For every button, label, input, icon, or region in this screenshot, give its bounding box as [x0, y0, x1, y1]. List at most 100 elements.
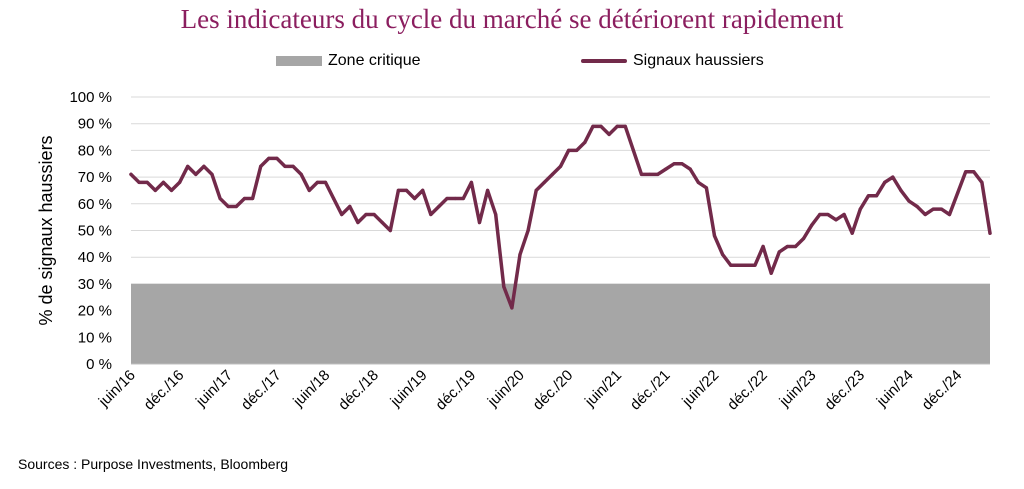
data-point: [558, 164, 563, 168]
legend-swatch-critical-zone: [276, 56, 322, 66]
x-tick-label: déc./24: [919, 367, 966, 414]
y-tick-label: 100 %: [69, 89, 112, 106]
x-tick-label: déc./17: [238, 367, 285, 414]
data-point: [153, 188, 157, 192]
legend-label-critical-zone: Zone critique: [328, 52, 421, 69]
x-tick-label: déc./22: [724, 367, 771, 414]
x-tick-label: juin/17: [192, 367, 236, 411]
data-point: [842, 212, 846, 217]
data-point: [769, 271, 773, 275]
data-point: [648, 172, 652, 176]
x-tick-label: juin/21: [581, 367, 625, 411]
data-point: [891, 175, 895, 179]
data-point: [396, 188, 400, 192]
data-point: [575, 148, 579, 152]
data-point: [372, 212, 376, 217]
data-point: [956, 191, 960, 195]
data-point: [939, 207, 944, 211]
data-point: [664, 167, 668, 171]
x-tick-label: déc./18: [335, 367, 382, 414]
data-point: [907, 199, 911, 203]
data-point: [883, 180, 887, 184]
y-tick-label: 10 %: [78, 329, 112, 346]
y-axis-label: % de signaux haussiers: [36, 135, 56, 325]
chart-title: Les indicateurs du cycle du marché se dé…: [180, 4, 844, 34]
data-point: [729, 263, 733, 267]
data-point: [291, 164, 295, 168]
data-point: [631, 148, 636, 152]
data-point: [494, 212, 498, 217]
data-point: [947, 212, 952, 217]
data-point: [510, 306, 514, 310]
x-tick-label: déc./16: [141, 367, 188, 414]
data-point: [210, 172, 214, 176]
y-tick-labels: 0 % 10 % 20 % 30 % 40 % 50 % 60 % 70 % 80 % 90 % 1…: [69, 89, 112, 373]
x-tick-label: déc./21: [627, 367, 674, 414]
data-point: [826, 212, 830, 217]
data-point: [696, 180, 700, 184]
data-point: [874, 194, 879, 198]
data-point: [542, 180, 546, 184]
data-point: [915, 204, 919, 209]
data-point: [931, 207, 935, 211]
x-tick-label: juin/24: [873, 367, 917, 411]
data-point: [169, 188, 174, 192]
data-point: [226, 204, 230, 209]
data-point: [672, 162, 676, 166]
y-tick-label: 40 %: [78, 249, 112, 266]
data-point: [380, 220, 384, 225]
data-point: [404, 188, 409, 192]
data-point: [639, 172, 644, 176]
data-point: [453, 196, 457, 201]
x-tick-labels: juin/16 déc./16 juin/17 déc./17 juin/18 déc./…: [95, 367, 966, 414]
x-tick-label: juin/23: [776, 367, 820, 411]
data-point: [785, 244, 790, 249]
data-point: [502, 285, 506, 289]
data-point: [753, 263, 757, 267]
data-point: [550, 172, 555, 176]
data-point: [469, 180, 473, 184]
data-point: [421, 188, 425, 192]
data-point: [761, 244, 765, 249]
data-point: [218, 196, 222, 201]
data-point: [323, 180, 328, 184]
data-point: [704, 186, 709, 190]
data-point: [623, 124, 627, 128]
data-point: [818, 212, 822, 217]
data-point: [340, 212, 344, 217]
legend-item-critical-zone: Zone critique: [276, 52, 421, 70]
x-tick-label: déc./19: [432, 367, 479, 414]
data-point: [518, 252, 522, 257]
data-point: [437, 204, 441, 209]
data-point: [299, 172, 303, 176]
data-point: [445, 196, 449, 201]
data-point: [745, 263, 749, 267]
data-point: [364, 212, 368, 217]
y-tick-label: 50 %: [78, 223, 112, 240]
data-point: [275, 156, 279, 160]
data-point: [615, 124, 619, 128]
data-point: [899, 188, 903, 192]
x-tick-label: déc./23: [821, 367, 868, 414]
chart-legend: Zone critique Signaux haussiers: [0, 52, 1024, 76]
data-point: [810, 223, 814, 227]
data-point: [178, 180, 182, 184]
data-point: [461, 196, 465, 201]
critical-zone-area: [131, 283, 990, 364]
x-tick-label: juin/19: [387, 367, 431, 411]
data-point: [591, 124, 595, 128]
y-tick-label: 60 %: [78, 196, 112, 213]
data-point: [477, 220, 482, 225]
data-point: [413, 196, 417, 201]
data-point: [429, 212, 433, 217]
data-point: [793, 244, 798, 249]
data-point: [307, 188, 311, 192]
data-point: [972, 170, 976, 174]
data-point: [194, 172, 198, 176]
data-point: [567, 148, 571, 152]
data-point: [777, 250, 781, 254]
data-point: [607, 132, 611, 136]
data-point: [923, 212, 927, 217]
data-point: [850, 231, 854, 235]
